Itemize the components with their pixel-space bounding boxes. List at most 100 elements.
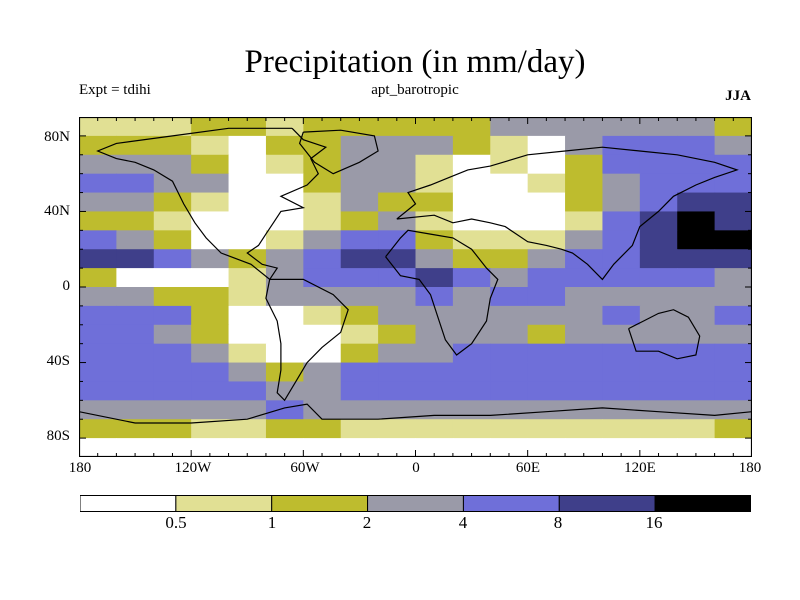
precip-cell <box>490 400 529 420</box>
precip-cell <box>490 249 529 269</box>
precip-cell <box>677 192 716 212</box>
precip-cell <box>340 192 379 212</box>
precip-cell <box>116 211 155 231</box>
case-label: apt_barotropic <box>371 82 459 98</box>
precip-cell <box>153 211 192 231</box>
precip-cell <box>527 154 566 175</box>
precip-cell <box>378 438 416 457</box>
precip-cell <box>452 343 491 364</box>
precip-cell <box>415 343 454 364</box>
precip-cell <box>677 324 716 345</box>
precip-cell <box>677 438 716 457</box>
colorbar-label-16: 16 <box>645 513 663 532</box>
precip-cell <box>116 173 155 194</box>
precip-cell <box>265 381 304 401</box>
precip-cell <box>228 287 267 307</box>
precip-cell <box>116 230 155 250</box>
precip-cell <box>602 230 641 250</box>
precip-cell <box>452 154 491 175</box>
colorbar-label-8: 8 <box>553 513 563 532</box>
precip-cell <box>191 400 230 420</box>
precip-cell <box>714 362 752 382</box>
precip-cell <box>714 381 752 401</box>
lon-label-60e: 60E <box>515 460 541 476</box>
precip-cell <box>116 438 155 457</box>
precip-cell <box>602 400 641 420</box>
precip-cell <box>378 287 416 307</box>
precip-cell <box>340 173 379 194</box>
precip-cell <box>565 381 603 401</box>
precip-cell <box>79 268 117 288</box>
lon-label-0: 0 <box>412 460 420 476</box>
precip-cell <box>639 400 678 420</box>
precip-cell <box>265 117 304 137</box>
precip-cell <box>303 400 342 420</box>
precip-cell <box>527 192 566 212</box>
lat-label-80n: 80N <box>44 129 70 145</box>
precip-cell <box>639 249 678 269</box>
precip-cell <box>340 268 379 288</box>
precip-cell <box>265 324 304 345</box>
precip-cell <box>452 381 491 401</box>
precip-cell <box>79 135 117 156</box>
precip-cell <box>677 362 716 382</box>
precip-cell <box>153 381 192 401</box>
precip-cell <box>639 419 678 439</box>
precip-cell <box>415 230 454 250</box>
precip-cell <box>228 343 267 364</box>
precip-cell <box>714 211 752 231</box>
precip-cell <box>677 135 716 156</box>
precip-cell <box>303 381 342 401</box>
precip-cell <box>527 419 566 439</box>
precip-cell <box>378 419 416 439</box>
precip-cell <box>415 305 454 326</box>
precip-cell <box>191 135 230 156</box>
precip-cell <box>639 211 678 231</box>
precip-cell <box>303 154 342 175</box>
precip-cell <box>452 173 491 194</box>
precip-cell <box>228 268 267 288</box>
coastlines <box>79 127 752 424</box>
precip-cell <box>677 381 716 401</box>
precip-cell <box>677 400 716 420</box>
precip-cell <box>303 343 342 364</box>
precip-cell <box>565 362 603 382</box>
precip-cell <box>191 154 230 175</box>
lon-label-120w: 120W <box>174 460 212 476</box>
precip-cell <box>452 362 491 382</box>
precip-cell <box>565 287 603 307</box>
precip-cell <box>265 154 304 175</box>
colorbar-box <box>462 495 560 512</box>
coastline-eurasia <box>396 146 739 281</box>
precip-cell <box>191 438 230 457</box>
precip-cell <box>602 287 641 307</box>
precip-cell <box>378 305 416 326</box>
precip-cell <box>639 305 678 326</box>
precip-cell <box>639 135 678 156</box>
precip-cell <box>602 324 641 345</box>
precip-cell <box>677 249 716 269</box>
precip-cell <box>378 192 416 212</box>
precip-cell <box>153 343 192 364</box>
lon-label-180e: 180 <box>738 460 762 476</box>
precip-cell <box>602 362 641 382</box>
precip-cell <box>415 268 454 288</box>
precip-cell <box>677 268 716 288</box>
precip-cell <box>79 230 117 250</box>
precip-cell <box>714 154 752 175</box>
precip-cell <box>153 249 192 269</box>
precip-cell <box>79 381 117 401</box>
precip-cell <box>378 343 416 364</box>
precip-cell <box>714 249 752 269</box>
precip-cell <box>191 381 230 401</box>
precip-cell <box>340 381 379 401</box>
precip-cell <box>677 154 716 175</box>
precip-cell <box>452 230 491 250</box>
precip-cell <box>565 230 603 250</box>
precip-cell <box>602 211 641 231</box>
precip-cell <box>490 211 529 231</box>
precip-cell <box>378 230 416 250</box>
precip-cell <box>602 343 641 364</box>
precip-cell <box>228 419 267 439</box>
precip-cell <box>527 230 566 250</box>
